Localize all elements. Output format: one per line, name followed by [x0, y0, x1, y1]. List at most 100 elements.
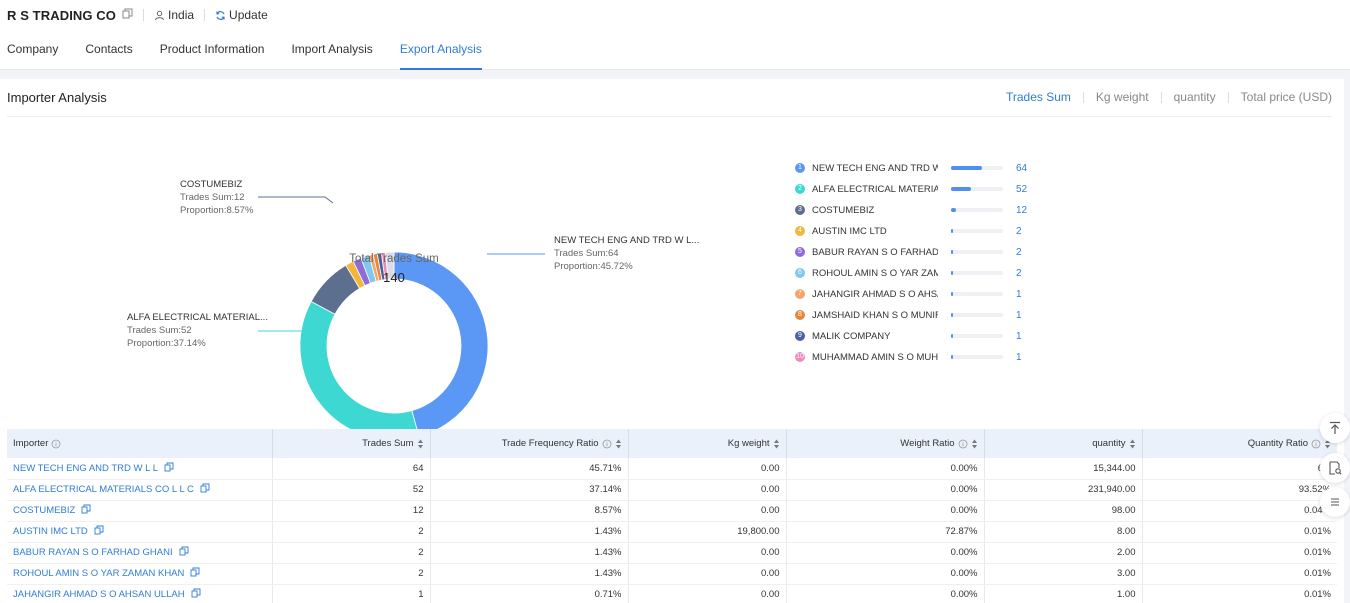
legend-value: 12 [1016, 204, 1028, 216]
column-header-quantity-ratio[interactable]: Quantity Ratio [1142, 429, 1337, 458]
copy-icon[interactable] [190, 567, 200, 580]
column-header-weight-ratio[interactable]: Weight Ratio [786, 429, 985, 458]
importer-link[interactable]: NEW TECH ENG AND TRD W L L [13, 462, 158, 474]
donut-chart [258, 196, 545, 441]
info-icon[interactable] [1311, 439, 1321, 449]
legend-value: 1 [1016, 288, 1022, 300]
sort-icon[interactable] [1129, 439, 1136, 449]
tab-product-information[interactable]: Product Information [159, 42, 265, 56]
legend-name: ROHOUL AMIN S O YAR ZAM... [812, 267, 938, 279]
legend-name: AUSTIN IMC LTD [812, 225, 887, 237]
cell-trades-sum: 2 [272, 542, 431, 564]
table-row: COSTUMEBIZ 12 8.57% 0.00 0.00% 98.00 0.04% [7, 500, 1337, 522]
metric-tab-total-price[interactable]: Total price (USD) [1240, 90, 1332, 104]
metric-tab-kg-weight[interactable]: Kg weight [1095, 90, 1149, 104]
legend-item[interactable]: 6 ROHOUL AMIN S O YAR ZAM... 2 [795, 266, 1035, 280]
legend-item[interactable]: 2 ALFA ELECTRICAL MATERIAL... 52 [795, 182, 1035, 196]
cell-importer: ALFA ELECTRICAL MATERIALS CO L L C [7, 479, 273, 501]
column-header-kg-weight[interactable]: Kg weight [628, 429, 787, 458]
column-header-trade-frequency-ratio[interactable]: Trade Frequency Ratio [430, 429, 629, 458]
legend-bar-fill [951, 334, 953, 338]
legend-item[interactable]: 3 COSTUMEBIZ 12 [795, 203, 1035, 217]
metric-tab-quantity[interactable]: quantity [1173, 90, 1216, 104]
back-to-top-button[interactable] [1320, 413, 1350, 443]
copy-icon[interactable] [81, 504, 91, 517]
legend-rank-badge: 10 [795, 352, 805, 362]
company-name: R S TRADING CO [7, 7, 117, 23]
legend-rank-badge: 7 [795, 289, 805, 299]
importer-link[interactable]: ROHOUL AMIN S O YAR ZAMAN KHAN [13, 568, 185, 580]
cell-quantity: 98.00 [984, 500, 1143, 522]
divider [204, 9, 206, 21]
side-action-button[interactable] [1320, 487, 1350, 517]
tab-import-analysis[interactable]: Import Analysis [291, 42, 373, 56]
metric-tab-trades-sum[interactable]: Trades Sum [1005, 90, 1071, 104]
legend-item[interactable]: 10 MUHAMMAD AMIN S O MUH... 1 [795, 350, 1035, 364]
cell-trades-sum: 12 [272, 500, 431, 522]
legend-bar-fill [951, 355, 953, 359]
sort-icon[interactable] [971, 439, 978, 449]
copy-icon[interactable] [94, 525, 104, 538]
legend-name: NEW TECH ENG AND TRD W L L [812, 162, 938, 174]
cell-weight-ratio: 0.00% [786, 458, 985, 480]
cell-kg-weight: 0.00 [628, 542, 787, 564]
info-icon[interactable] [602, 439, 612, 449]
legend-item[interactable]: 5 BABUR RAYAN S O FARHAD G... 2 [795, 245, 1035, 259]
callout-name: ALFA ELECTRICAL MATERIAL... [127, 312, 268, 323]
section-title: Importer Analysis [7, 90, 107, 105]
legend-item[interactable]: 7 JAHANGIR AHMAD S O AHSA... 1 [795, 287, 1035, 301]
tab-contacts[interactable]: Contacts [85, 42, 133, 56]
cell-quantity: 1.00 [984, 584, 1143, 603]
cell-quantity-ratio: 0.04% [1142, 500, 1337, 522]
divider [1160, 91, 1162, 103]
column-header-trades-sum[interactable]: Trades Sum [272, 429, 431, 458]
column-header-quantity[interactable]: quantity [984, 429, 1143, 458]
callout-new-tech: NEW TECH ENG AND TRD W L... Trades Sum:6… [554, 234, 699, 273]
legend-item[interactable]: 1 NEW TECH ENG AND TRD W L L 64 [795, 161, 1035, 175]
legend-item[interactable]: 8 JAMSHAID KHAN S O MUNIR ... 1 [795, 308, 1035, 322]
cell-weight-ratio: 0.00% [786, 500, 985, 522]
sort-icon[interactable] [773, 439, 780, 449]
document-search-button[interactable] [1320, 453, 1350, 483]
copy-icon[interactable] [164, 462, 174, 475]
callout-name: COSTUMEBIZ [180, 179, 243, 190]
tab-company[interactable]: Company [7, 42, 59, 56]
cell-kg-weight: 0.00 [628, 584, 787, 603]
legend-name: MUHAMMAD AMIN S O MUH... [812, 351, 938, 363]
copy-icon[interactable] [179, 546, 189, 559]
legend-item[interactable]: 4 AUSTIN IMC LTD 2 [795, 224, 1035, 238]
copy-icon[interactable] [122, 8, 133, 22]
legend-bar-fill [951, 208, 956, 212]
info-icon[interactable] [958, 439, 968, 449]
cell-trade-frequency-ratio: 1.43% [430, 563, 629, 585]
legend-rank-badge: 9 [795, 331, 805, 341]
importer-link[interactable]: ALFA ELECTRICAL MATERIALS CO L L C [13, 484, 194, 496]
tab-export-analysis[interactable]: Export Analysis [399, 42, 482, 70]
donut-slice-11[interactable] [385, 251, 395, 280]
importer-link[interactable]: AUSTIN IMC LTD [13, 526, 88, 538]
update-button[interactable]: Update [215, 8, 268, 22]
cell-kg-weight: 0.00 [628, 500, 787, 522]
cell-importer: BABUR RAYAN S O FARHAD GHANI [7, 542, 273, 564]
leader-line-costumebiz [258, 196, 334, 204]
cell-trade-frequency-ratio: 1.43% [430, 542, 629, 564]
donut-slice-2[interactable] [299, 300, 420, 441]
callout-proportion: Proportion:37.14% [127, 338, 206, 349]
column-header-importer: Importer [7, 429, 273, 458]
legend-rank-badge: 1 [795, 163, 805, 173]
table-row: ROHOUL AMIN S O YAR ZAMAN KHAN 2 1.43% 0.00… [7, 563, 1337, 585]
legend-name: MALIK COMPANY [812, 330, 891, 342]
legend-item[interactable]: 9 MALIK COMPANY 1 [795, 329, 1035, 343]
copy-icon[interactable] [200, 483, 210, 496]
importer-link[interactable]: COSTUMEBIZ [13, 505, 76, 517]
sort-icon[interactable] [417, 439, 424, 449]
legend-bar-fill [951, 229, 953, 233]
cell-kg-weight: 0.00 [628, 479, 787, 501]
info-icon[interactable] [51, 439, 61, 449]
cell-quantity: 231,940.00 [984, 479, 1143, 501]
sort-icon[interactable] [615, 439, 622, 449]
legend-name: ALFA ELECTRICAL MATERIAL... [812, 183, 938, 195]
importer-link[interactable]: JAHANGIR AHMAD S O AHSAN ULLAH [13, 589, 185, 601]
copy-icon[interactable] [191, 588, 201, 601]
importer-link[interactable]: BABUR RAYAN S O FARHAD GHANI [13, 547, 173, 559]
